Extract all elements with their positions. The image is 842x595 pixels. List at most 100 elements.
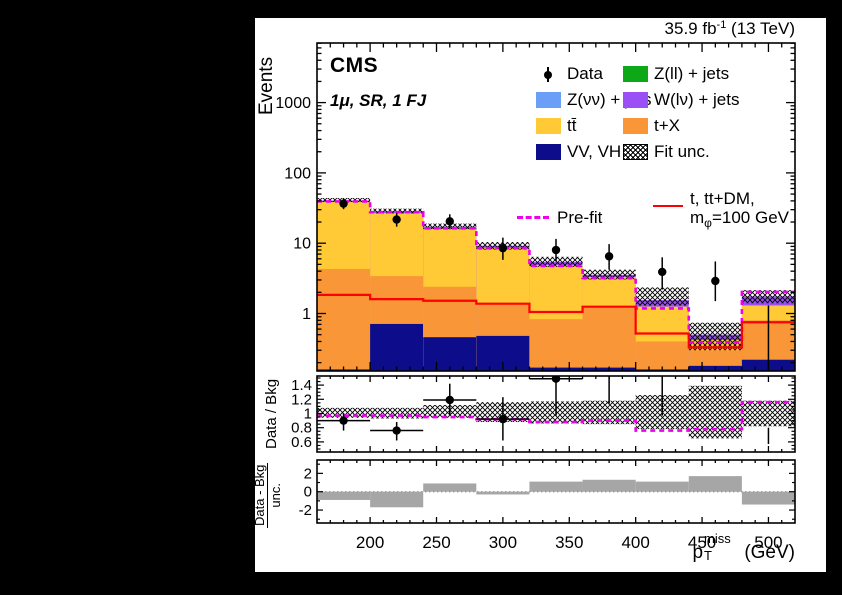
legend-item-data: Data — [536, 61, 652, 87]
ratio-unc-band — [688, 385, 742, 439]
legend-label: t+X — [654, 116, 680, 135]
main-frame — [316, 42, 796, 372]
data-point — [658, 267, 667, 277]
ratio-y-tick-label: 1.4 — [291, 377, 312, 394]
lumi-value: 35.9 fb — [664, 19, 717, 38]
lumi-energy: (13 TeV) — [726, 19, 795, 38]
pull-y-tick-label: 2 — [304, 465, 312, 482]
x-axis-title: p miss T (GeV) — [317, 531, 795, 564]
pull-title-denominator: unc. — [268, 483, 283, 508]
x-tick-label: 200 — [356, 533, 384, 552]
tx-swatch-icon — [623, 118, 648, 134]
ratio-frame — [316, 375, 796, 453]
wlnu-swatch-icon — [623, 92, 648, 108]
fit-unc-band — [635, 287, 689, 306]
ratio-point — [551, 376, 561, 383]
data-point — [392, 215, 401, 224]
x-tick-label: 450 — [688, 533, 716, 552]
legend-label: Z(ll) + jets — [654, 64, 730, 83]
main-panel — [317, 197, 795, 371]
x-tick-label: 300 — [489, 533, 517, 552]
stack-layer-t_x — [635, 341, 689, 371]
stack-layer-t_x — [529, 319, 583, 371]
x-title-subsup: miss T — [703, 531, 739, 563]
pull-frame — [316, 459, 796, 524]
stack-layer-t_x — [582, 305, 636, 371]
experiment-label: CMS — [330, 54, 379, 77]
stack-layer-t_x — [317, 268, 371, 371]
pull-bar — [370, 491, 424, 508]
legend-label: tt̄ — [567, 116, 577, 135]
legend-item-zll: Z(ll) + jets — [623, 61, 739, 87]
prefit-label: Pre-fit — [557, 208, 603, 227]
pull-bar — [582, 479, 636, 492]
pull-bar — [317, 491, 371, 500]
x-title-unit: (GeV) — [739, 542, 795, 563]
legend-label: Fit unc. — [654, 142, 710, 161]
pull-y-tick-label: -2 — [299, 502, 312, 519]
pull-y-tick-label: 0 — [304, 484, 312, 501]
fit-unc-band — [688, 322, 742, 351]
x-tick-label: 500 — [754, 533, 782, 552]
signal-mass: =100 GeV — [711, 208, 789, 227]
y-tick-label: 1 — [302, 306, 311, 323]
signal-m: m — [690, 208, 705, 227]
y-axis-title-pull: Data - Bkg unc. — [252, 462, 283, 528]
legend-item-ttbar: tt̄ — [536, 113, 652, 139]
lumi-exponent: -1 — [716, 19, 727, 31]
zll-swatch-icon — [623, 66, 648, 82]
x-tick-label: 250 — [422, 533, 450, 552]
signal-label-line1: t, tt+DM, — [690, 189, 755, 208]
pull-title-numerator: Data - Bkg — [252, 462, 268, 528]
legend-label: VV, VH — [567, 142, 622, 161]
signal-label: t, tt+DM, mφ=100 GeV — [690, 189, 789, 233]
fit-unc-band — [741, 290, 795, 304]
data-point — [604, 252, 614, 261]
ratio-unc-band — [317, 407, 371, 418]
legend-item-vvvh: VV, VH — [536, 139, 652, 165]
ratio-prefit-line — [317, 400, 795, 432]
x-title-sup: miss — [704, 531, 731, 546]
y-tick-label: 10 — [293, 236, 311, 253]
x-title-base: p — [692, 542, 704, 563]
channel-label: 1μ, SR, 1 FJ — [330, 91, 427, 110]
ratio-panel — [317, 376, 795, 445]
legend-item-tx: t+X — [623, 113, 739, 139]
ratio-point — [498, 414, 508, 424]
y-tick-label: 100 — [284, 165, 311, 182]
data-point — [551, 245, 561, 255]
ratio-point — [339, 416, 348, 425]
data-point — [498, 243, 508, 253]
fit-unc-hatch-icon — [623, 144, 648, 160]
znunu-swatch-icon — [536, 92, 561, 108]
signal-line — [317, 293, 795, 349]
pull-panel — [317, 476, 795, 508]
ratio-point — [392, 426, 401, 435]
x-tick-label: 400 — [621, 533, 649, 552]
ratio-point — [445, 395, 454, 405]
signal-label-line2: mφ=100 GeV — [690, 208, 789, 233]
ratio-unc-band — [370, 407, 424, 419]
pull-bar — [423, 483, 477, 492]
legend-label: Data — [567, 64, 603, 83]
pull-bar — [635, 481, 689, 492]
legend-label: W(lν) + jets — [654, 90, 740, 109]
data-point — [339, 199, 348, 208]
legend-item-wlnu: W(lν) + jets — [623, 87, 739, 113]
stack-layer-vv_vh — [423, 337, 477, 371]
signal-line-icon — [653, 205, 683, 207]
prefit-line — [317, 200, 795, 344]
y-tick-label: 1000 — [275, 95, 311, 112]
data-point — [445, 217, 454, 226]
ratio-y-tick-label: 0.6 — [291, 434, 312, 451]
legend-item-fitunc: Fit unc. — [623, 139, 739, 165]
stack-layer-vv_vh — [370, 323, 424, 371]
ratio-y-tick-label: 0.8 — [291, 420, 312, 437]
y-axis-title-ratio: Data / Bkg — [263, 378, 280, 449]
ratio-unc-band — [582, 400, 636, 425]
pull-bar — [529, 481, 583, 492]
vvvh-swatch-icon — [536, 144, 561, 160]
fit-unc-band — [529, 256, 583, 267]
